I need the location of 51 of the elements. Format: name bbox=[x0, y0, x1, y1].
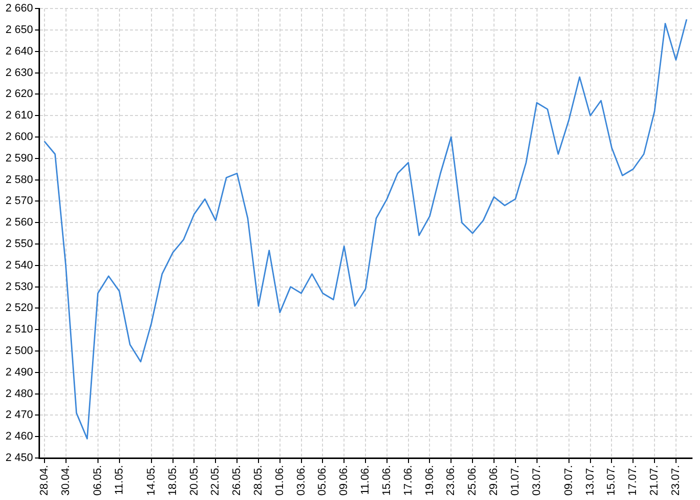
y-tick-label: 2 590 bbox=[5, 152, 33, 164]
y-tick-label: 2 470 bbox=[5, 409, 33, 422]
x-tick-label: 11.06. bbox=[360, 465, 372, 495]
x-tick-label: 06.05. bbox=[92, 465, 104, 496]
x-tick-label: 25.06. bbox=[466, 465, 479, 496]
y-tick-label: 2 520 bbox=[5, 302, 33, 314]
y-tick-label: 2 600 bbox=[5, 131, 33, 144]
x-tick-label: 14.05. bbox=[145, 465, 158, 496]
x-tick-label: 17.06. bbox=[402, 465, 414, 496]
y-tick-label: 2 640 bbox=[5, 45, 33, 58]
y-tick-label: 2 580 bbox=[5, 174, 33, 186]
x-tick-label: 05.06. bbox=[316, 465, 329, 496]
y-tick-label: 2 510 bbox=[5, 324, 33, 336]
y-tick-label: 2 490 bbox=[5, 366, 33, 378]
x-tick-label: 13.07. bbox=[584, 465, 596, 496]
x-tick-label: 03.07. bbox=[530, 465, 543, 496]
x-tick-label: 17.07. bbox=[627, 465, 640, 496]
y-tick-label: 2 500 bbox=[5, 345, 33, 358]
x-tick-label: 20.05. bbox=[188, 465, 200, 496]
x-tick-label: 23.07. bbox=[670, 465, 682, 496]
x-tick-label: 28.04. bbox=[38, 465, 50, 496]
x-tick-label: 28.05. bbox=[252, 465, 264, 496]
y-tick-label: 2 570 bbox=[5, 195, 33, 208]
y-tick-label: 2 650 bbox=[5, 24, 33, 36]
x-tick-label: 18.05. bbox=[166, 465, 179, 496]
x-tick-label: 09.06. bbox=[338, 465, 350, 496]
x-tick-label: 22.05. bbox=[210, 465, 222, 496]
x-tick-label: 19.06. bbox=[424, 465, 436, 496]
y-tick-label: 2 550 bbox=[5, 238, 33, 250]
x-tick-label: 15.07. bbox=[606, 465, 618, 496]
y-tick-label: 2 630 bbox=[5, 66, 33, 79]
y-tick-label: 2 660 bbox=[5, 2, 33, 15]
y-tick-label: 2 540 bbox=[5, 259, 33, 272]
x-tick-label: 03.06. bbox=[295, 465, 308, 496]
x-tick-label: 01.06. bbox=[274, 465, 286, 496]
x-tick-label: 26.05. bbox=[231, 465, 244, 496]
y-tick-label: 2 450 bbox=[5, 452, 33, 464]
x-tick-label: 01.07. bbox=[509, 465, 522, 496]
y-tick-label: 2 620 bbox=[5, 88, 33, 100]
x-tick-label: 29.06. bbox=[488, 465, 500, 496]
y-tick-label: 2 530 bbox=[5, 280, 33, 293]
y-tick-label: 2 560 bbox=[5, 216, 33, 229]
y-tick-label: 2 460 bbox=[5, 430, 33, 443]
x-tick-label: 23.06. bbox=[445, 465, 458, 496]
x-tick-label: 30.04. bbox=[60, 465, 72, 496]
y-tick-label: 2 610 bbox=[5, 110, 33, 122]
x-tick-label: 09.07. bbox=[562, 465, 575, 496]
x-tick-label: 15.06. bbox=[380, 465, 393, 496]
x-tick-label: 21.07. bbox=[648, 465, 661, 496]
y-tick-label: 2 480 bbox=[5, 388, 33, 400]
x-tick-label: 11.05. bbox=[113, 465, 126, 495]
